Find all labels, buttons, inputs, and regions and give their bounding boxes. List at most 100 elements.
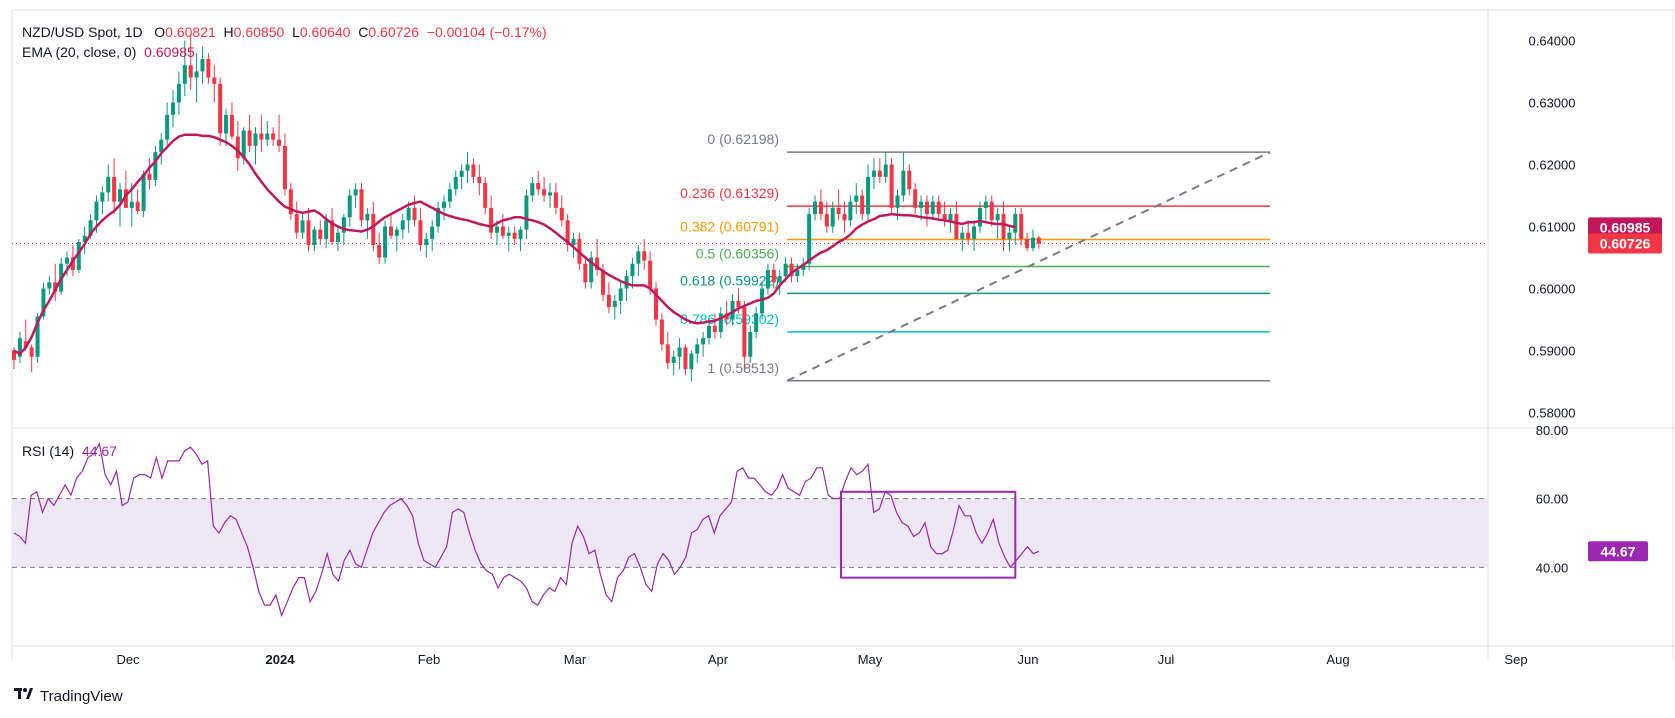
candle-body <box>118 189 123 202</box>
candle-body <box>618 288 623 301</box>
high-label: H <box>223 24 234 40</box>
rsi-tick-label: 60.00 <box>1536 492 1569 507</box>
candle-body <box>718 313 723 332</box>
candle-body <box>707 325 712 339</box>
candle-body <box>377 245 382 258</box>
candle-body <box>229 114 234 137</box>
candle-body <box>53 282 58 292</box>
brand-name: TradingView <box>40 687 123 705</box>
ohlc-legend: NZD/USD Spot, 1D O0.60821 H0.60850 L0.60… <box>22 24 547 40</box>
candle-body <box>830 207 835 227</box>
rsi-band <box>12 498 1488 568</box>
candle-body <box>972 226 977 239</box>
candle-body <box>406 207 411 221</box>
close-value: 0.60726 <box>368 24 419 40</box>
candle-body <box>277 139 282 146</box>
candle-body <box>854 195 859 202</box>
candle-body <box>271 133 276 140</box>
candle-body <box>583 263 588 283</box>
candle-body <box>960 232 965 239</box>
candle-body <box>807 214 812 264</box>
candle-body <box>341 217 346 233</box>
candle-body <box>612 300 617 308</box>
fib-level-label: 0.382 (0.60791) <box>680 218 779 234</box>
time-tick-label: Aug <box>1326 652 1349 667</box>
last-price-badge-text: 0.60726 <box>1600 235 1651 251</box>
candle-body <box>671 356 676 363</box>
candle-body <box>324 220 329 239</box>
candle-body <box>188 65 193 78</box>
candle-body <box>783 263 788 277</box>
candle-body <box>418 220 423 246</box>
candle-body <box>500 226 505 236</box>
time-tick-label: Sep <box>1504 652 1527 667</box>
candle-body <box>100 192 105 202</box>
ema-price-badge-text: 0.60985 <box>1600 219 1651 235</box>
fib-level-label: 1 (0.58513) <box>707 360 779 376</box>
candle-body <box>795 269 800 277</box>
candle-body <box>29 347 34 357</box>
candle-body <box>642 251 647 261</box>
candle-body <box>977 207 982 227</box>
candle-body <box>648 260 653 289</box>
candle-body <box>536 183 541 190</box>
candle-body <box>1007 232 1012 239</box>
price-tick-label: 0.60000 <box>1529 282 1576 297</box>
candle-body <box>489 207 494 233</box>
rsi-label: RSI (14) <box>22 443 75 459</box>
candle-body <box>294 214 299 233</box>
candle-body <box>35 316 40 357</box>
candle-body <box>347 195 352 218</box>
price-tick-label: 0.59000 <box>1529 344 1576 359</box>
candle-body <box>860 195 865 215</box>
candle-body <box>288 189 293 215</box>
candle-body <box>282 145 287 190</box>
candle-body <box>1036 237 1041 244</box>
candle-body <box>430 226 435 239</box>
candle-body <box>76 242 81 270</box>
rsi-highlight-box <box>839 490 1017 579</box>
close-label: C <box>358 24 369 40</box>
candle-body <box>665 344 670 363</box>
candle-body <box>836 207 841 215</box>
candle-body <box>129 201 134 208</box>
price-tick-label: 0.58000 <box>1529 406 1576 421</box>
ema-line <box>13 133 1016 356</box>
candle-body <box>65 257 70 264</box>
candle-body <box>913 189 918 208</box>
candle-body <box>41 288 46 317</box>
candle-body <box>636 251 641 264</box>
candle-body <box>683 347 688 370</box>
candle-body <box>524 195 529 230</box>
candle-body <box>371 214 376 246</box>
candle-body <box>365 214 370 221</box>
tradingview-brand[interactable]: TradingView <box>14 687 123 705</box>
candle-body <box>70 257 75 270</box>
candle-body <box>547 192 552 196</box>
rsi-legend: RSI (14) 44.67 <box>22 443 117 459</box>
candle-body <box>789 263 794 277</box>
high-value: 0.60850 <box>233 24 285 40</box>
candle-body <box>871 170 876 177</box>
change-value: −0.00104 (−0.17%) <box>426 24 547 40</box>
candle-body <box>306 220 311 246</box>
candle-body <box>159 139 164 153</box>
candle-body <box>765 269 770 289</box>
candle-body <box>936 201 941 215</box>
candle-body <box>247 130 252 146</box>
candle-body <box>353 189 358 196</box>
candle-body <box>265 133 270 140</box>
candle-body <box>848 201 853 221</box>
candle-body <box>771 269 776 283</box>
candle-body <box>877 170 882 177</box>
candle-body <box>17 338 22 357</box>
ema-legend: EMA (20, close, 0) 0.60985 <box>22 44 195 60</box>
candle-body <box>335 232 340 243</box>
candle-body <box>1030 237 1035 249</box>
price-tick-label: 0.63000 <box>1529 95 1576 110</box>
rsi-tick-label: 40.00 <box>1536 560 1569 575</box>
candle-body <box>194 71 199 78</box>
rsi-value-badge-text: 44.67 <box>1600 543 1635 559</box>
candle-body <box>300 220 305 233</box>
